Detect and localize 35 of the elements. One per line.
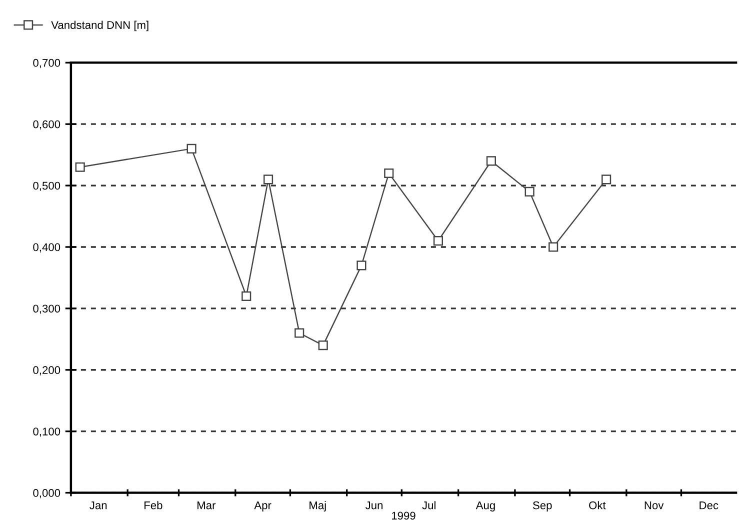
point <box>356 260 366 270</box>
x-tick-label: Feb <box>144 501 162 510</box>
point <box>548 242 558 252</box>
x-tick-label: Mar <box>198 502 216 510</box>
point <box>602 174 612 184</box>
y-tick-label: 0,200 <box>33 366 60 376</box>
x-tick-label: Apr <box>254 502 272 512</box>
x-tick-label: Jan <box>90 502 107 510</box>
point <box>318 340 328 350</box>
y-tick-label: 0,300 <box>33 304 60 314</box>
point <box>486 156 496 166</box>
x-tick-label: Jun <box>365 502 382 510</box>
x-tick-label: Dec <box>700 502 718 510</box>
x-tick-label: Nov <box>644 502 664 510</box>
x-tick-label: Jul <box>422 501 436 510</box>
y-tick-label: 0,500 <box>33 182 60 191</box>
x-tick-label: Okt <box>589 501 606 510</box>
point <box>433 236 444 246</box>
point <box>263 174 274 184</box>
y-tick-label: 0,600 <box>33 120 60 130</box>
point <box>242 291 252 301</box>
point <box>186 144 196 154</box>
point <box>384 168 394 178</box>
point <box>524 186 534 196</box>
x-tick-label: Maj <box>310 501 326 512</box>
y-tick-label: 0,100 <box>33 428 60 437</box>
point <box>294 328 304 338</box>
y-tick-label: 0,000 <box>33 489 60 498</box>
x-tick-label: Sep <box>532 501 552 512</box>
x-axis-title: 1999 <box>392 512 416 520</box>
point <box>75 162 85 172</box>
y-tick-label: 0,700 <box>33 58 60 68</box>
legend-label: Vandstand DNN [m] <box>51 20 148 32</box>
y-tick-label: 0,400 <box>33 243 60 252</box>
x-tick-label: Aug <box>476 502 495 512</box>
